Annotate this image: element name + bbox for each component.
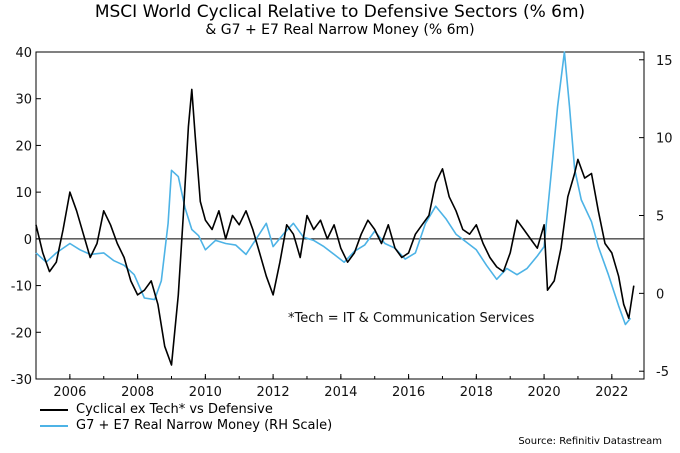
y-right-tick-label: 5	[656, 210, 664, 225]
x-tick-label: 2018	[460, 385, 493, 400]
x-tick-label: 2010	[189, 385, 222, 400]
y-left-tick-label: 40	[15, 46, 32, 61]
y-right-tick-label: -5	[656, 365, 669, 380]
y-left-tick-label: 20	[15, 139, 32, 154]
plot-frame	[35, 51, 645, 380]
y-left-tick-label: -10	[11, 280, 32, 295]
source-note: Source: Refinitiv Datastream	[518, 436, 662, 447]
legend-swatch-black	[40, 408, 68, 411]
y-left-tick-label: 0	[24, 233, 32, 248]
y-left-tick-label: 10	[15, 186, 32, 201]
y-left-tick-label: -30	[11, 373, 32, 388]
x-tick-label: 2016	[392, 385, 425, 400]
x-tick-label: 2006	[53, 385, 86, 400]
chart-series	[35, 51, 635, 366]
series-line-money	[35, 51, 632, 326]
chart-frame	[35, 51, 645, 380]
y-right-tick-label: 0	[656, 287, 664, 302]
y-right-tick-label: 10	[656, 132, 673, 147]
chart-annotation: *Tech = IT & Communication Services	[288, 311, 535, 326]
legend-item-money: G7 + E7 Real Narrow Money (RH Scale)	[40, 418, 332, 433]
legend-label-cyclical: Cyclical ex Tech* vs Defensive	[76, 402, 273, 417]
x-tick-label: 2014	[324, 385, 357, 400]
legend-swatch-blue	[40, 424, 68, 427]
y-left-tick-label: -20	[11, 326, 32, 341]
x-tick-label: 2020	[528, 385, 561, 400]
y-left-tick-label: 30	[15, 93, 32, 108]
legend-item-cyclical: Cyclical ex Tech* vs Defensive	[40, 402, 273, 417]
y-right-tick-label: 15	[656, 54, 673, 69]
x-tick-label: 2022	[595, 385, 628, 400]
x-tick-label: 2008	[121, 385, 154, 400]
series-line-cyclical	[35, 88, 635, 366]
chart-ticks: -30 -20 -10 0 10 20 30 40 -5 0 5 10 15 2006 2008 2010 20…	[11, 46, 673, 400]
chart-title: MSCI World Cyclical Relative to Defensiv…	[94, 2, 586, 22]
chart-subtitle: & G7 + E7 Real Narrow Money (% 6m)	[205, 22, 475, 38]
x-tick-label: 2012	[257, 385, 290, 400]
legend-label-money: G7 + E7 Real Narrow Money (RH Scale)	[76, 418, 333, 433]
